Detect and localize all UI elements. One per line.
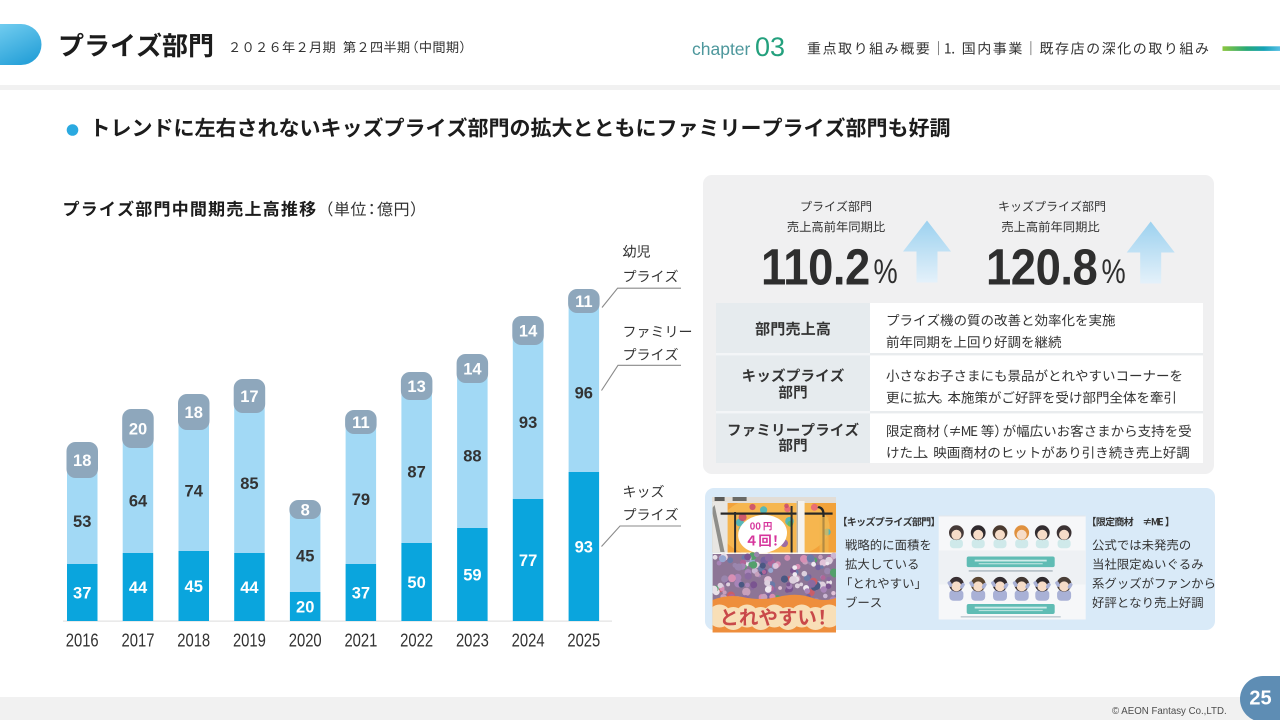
svg-text:50: 50	[407, 574, 425, 592]
svg-text:87: 87	[407, 463, 425, 481]
svg-text:18: 18	[185, 404, 203, 422]
svg-text:37: 37	[352, 584, 370, 602]
svg-text:96: 96	[575, 384, 593, 402]
svg-text:2021: 2021	[344, 630, 377, 651]
svg-text:2022: 2022	[400, 630, 433, 651]
svg-text:2017: 2017	[122, 630, 155, 651]
svg-text:74: 74	[185, 482, 204, 500]
svg-text:14: 14	[463, 360, 482, 378]
svg-text:120.8: 120.8	[986, 239, 1097, 296]
svg-text:93: 93	[519, 414, 537, 432]
svg-text:88: 88	[463, 447, 481, 465]
svg-text:18: 18	[73, 452, 91, 470]
svg-text:59: 59	[463, 566, 481, 584]
svg-text:17: 17	[240, 388, 258, 406]
svg-text:64: 64	[129, 492, 148, 510]
svg-text:11: 11	[575, 293, 592, 311]
svg-text:2025: 2025	[567, 630, 600, 651]
svg-text:11: 11	[352, 414, 369, 432]
svg-text:2024: 2024	[512, 630, 545, 651]
svg-text:2018: 2018	[177, 630, 210, 651]
svg-text:25: 25	[1249, 688, 1271, 710]
svg-text:%: %	[874, 252, 898, 291]
svg-text:37: 37	[73, 584, 91, 602]
svg-text:110.2: 110.2	[761, 239, 870, 296]
svg-text:44: 44	[129, 579, 148, 597]
svg-text:20: 20	[129, 420, 147, 438]
svg-text:45: 45	[185, 578, 203, 596]
svg-text:2019: 2019	[233, 630, 266, 651]
svg-text:2016: 2016	[66, 630, 99, 651]
svg-text:14: 14	[519, 322, 538, 340]
svg-text:© AEON Fantasy Co.,LTD.: © AEON Fantasy Co.,LTD.	[1112, 706, 1227, 717]
svg-text:77: 77	[519, 552, 537, 570]
svg-text:2020: 2020	[289, 630, 322, 651]
svg-text:79: 79	[352, 491, 370, 509]
svg-text:85: 85	[240, 475, 258, 493]
svg-text:2023: 2023	[456, 630, 489, 651]
svg-text:20: 20	[296, 598, 314, 616]
svg-text:8: 8	[301, 501, 310, 519]
svg-text:44: 44	[240, 579, 259, 597]
svg-text:53: 53	[73, 513, 91, 531]
svg-text:%: %	[1102, 252, 1126, 291]
svg-text:93: 93	[575, 538, 593, 556]
svg-text:45: 45	[296, 547, 314, 565]
svg-text:13: 13	[407, 378, 425, 396]
svg-text:03: 03	[755, 32, 785, 62]
svg-text:chapter: chapter	[692, 39, 751, 59]
